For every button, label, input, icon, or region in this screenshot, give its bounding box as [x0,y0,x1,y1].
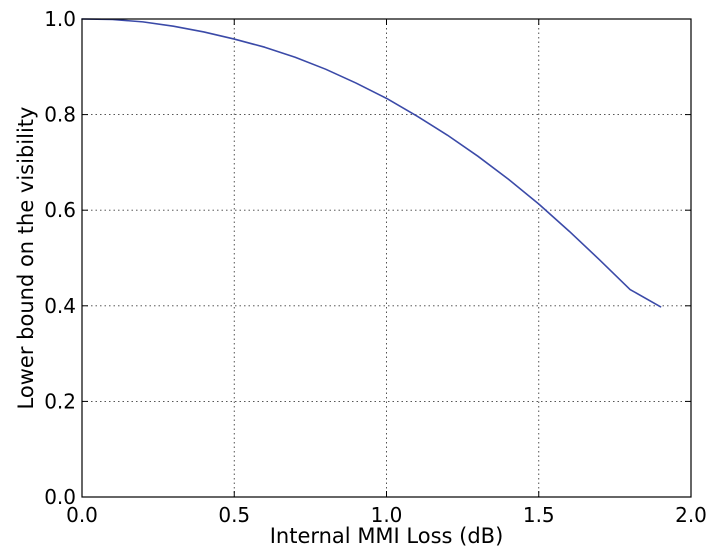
x-tick-label: 1.0 [371,503,403,527]
y-axis-tick-labels: 0.0 0.2 0.4 0.6 0.8 1.0 [44,7,76,509]
series-layer [81,18,662,308]
x-axis-tick-labels: 0.0 0.5 1.0 1.5 2.0 [66,503,707,527]
y-tick-label: 1.0 [44,7,76,31]
x-tick-label: 2.0 [675,503,707,527]
x-axis-label: Internal MMI Loss (dB) [270,524,504,548]
y-tick-label: 0.4 [44,294,76,318]
series-line-0 [81,18,662,308]
grid [82,19,691,497]
y-tick-label: 0.2 [44,389,76,413]
y-axis-label: Lower bound on the visibility [14,107,38,410]
x-tick-label: 1.5 [523,503,555,527]
x-tick-label: 0.0 [66,503,98,527]
tick-marks [81,18,692,498]
x-tick-label: 0.5 [218,503,250,527]
y-tick-label: 0.8 [44,103,76,127]
y-tick-label: 0.6 [44,198,76,222]
y-tick-label: 0.0 [44,485,76,509]
